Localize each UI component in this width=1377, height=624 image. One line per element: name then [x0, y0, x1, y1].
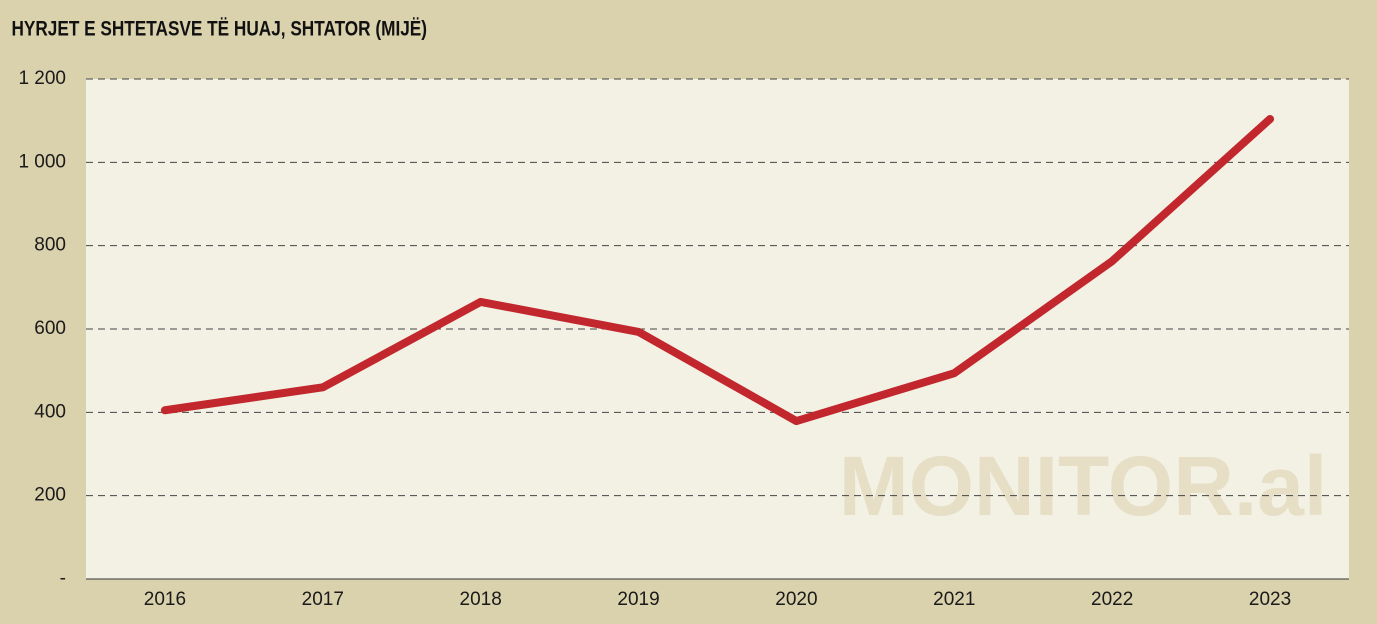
x-tick-label: 2016: [144, 589, 186, 610]
watermark: MONITOR.al: [839, 439, 1328, 533]
x-tick-label: 2022: [1091, 589, 1133, 610]
x-tick-label: 2019: [617, 589, 659, 610]
x-tick-label: 2020: [775, 589, 817, 610]
chart-title: HYRJET E SHTETASVE TË HUAJ, SHTATOR (MIJ…: [11, 18, 427, 41]
x-tick-label: 2021: [933, 589, 975, 610]
data-line: [160, 115, 1275, 426]
x-tick-label: 2018: [460, 589, 502, 610]
x-tick-label: 2023: [1249, 589, 1291, 610]
y-tick-label: -: [60, 568, 66, 589]
y-tick-label: 200: [34, 485, 66, 506]
y-tick-label: 600: [34, 318, 66, 339]
y-tick-label: 800: [34, 235, 66, 256]
x-tick-label: 2017: [302, 589, 344, 610]
y-tick-label: 1 000: [18, 151, 66, 172]
y-tick-label: 1 200: [18, 68, 66, 89]
y-tick-label: 400: [34, 401, 66, 422]
